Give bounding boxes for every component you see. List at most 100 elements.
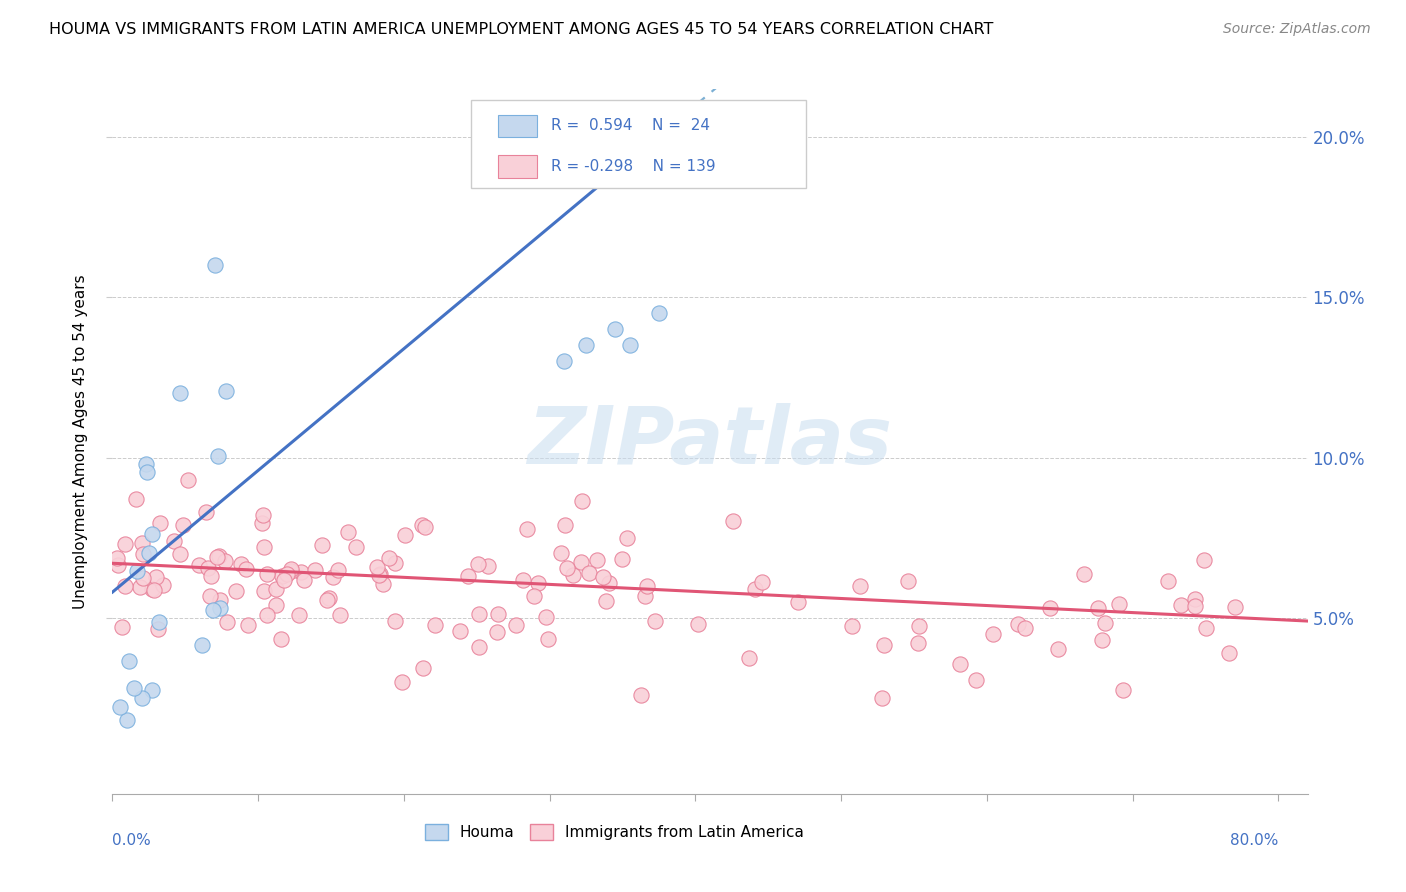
Point [250,516,273,530]
Point [208,593,231,607]
Text: R = -0.298    N = 139: R = -0.298 N = 139 [551,159,716,174]
FancyBboxPatch shape [499,155,537,178]
Point [872,638,894,652]
Point [146,622,169,636]
Point [555,561,578,575]
Point [595,593,617,607]
Point [108,700,131,714]
Point [252,508,274,522]
Point [322,570,344,584]
Point [516,522,538,536]
Point [253,583,276,598]
Point [280,562,302,576]
Point [553,354,575,368]
Point [384,556,406,570]
Point [198,589,221,603]
Point [1194,553,1216,567]
Point [1223,600,1246,615]
Point [1184,591,1206,606]
Point [371,577,394,591]
Point [907,635,929,649]
Point [1108,597,1130,611]
Point [908,618,931,632]
Point [612,551,634,566]
Text: R =  0.594    N =  24: R = 0.594 N = 24 [551,119,710,134]
Point [505,617,527,632]
Point [195,504,218,518]
Point [273,573,295,587]
Point [304,563,326,577]
Point [575,338,598,352]
Point [231,557,253,571]
Point [152,578,174,592]
Point [132,547,155,561]
Point [571,494,593,508]
Point [235,562,257,576]
Text: Source: ZipAtlas.com: Source: ZipAtlas.com [1223,22,1371,37]
Point [1195,621,1218,635]
Point [648,306,671,320]
Point [256,567,278,582]
Point [145,570,167,584]
Point [1014,621,1036,635]
Point [616,531,638,545]
Point [111,620,134,634]
Point [148,615,170,630]
Point [485,625,508,640]
Point [124,681,146,696]
Point [200,568,222,582]
Point [569,555,592,569]
Point [187,558,209,573]
Point [723,514,745,528]
Point [172,518,194,533]
Point [468,607,491,622]
Point [329,607,352,622]
Point [949,657,972,671]
Point [411,518,433,533]
Point [1091,633,1114,648]
Point [276,566,298,581]
Point [128,580,150,594]
Point [550,546,572,560]
Point [449,624,471,638]
Point [105,551,128,566]
Point [391,675,413,690]
Point [141,682,163,697]
Point [318,591,340,605]
Point [215,384,238,399]
Point [125,564,148,578]
Point [149,516,172,531]
Point [983,627,1005,641]
Point [644,614,666,628]
Point [264,582,287,596]
Point [280,565,302,579]
Point [1157,574,1180,588]
Point [344,540,367,554]
Point [512,574,534,588]
Point [368,567,391,582]
Point [554,518,576,533]
Point [141,582,163,597]
Point [849,579,872,593]
Point [605,322,627,336]
Point [619,338,641,352]
Point [215,615,238,629]
Point [744,582,766,597]
Point [415,520,437,534]
Point [169,386,191,401]
Point [292,573,315,587]
Point [163,534,186,549]
Point [191,638,214,652]
Point [125,491,148,506]
Point [897,574,920,588]
Point [630,688,652,702]
Point [384,615,406,629]
Point [1112,682,1135,697]
Point [264,598,287,612]
Point [311,538,333,552]
Point [132,571,155,585]
Point [598,576,620,591]
Point [1007,617,1029,632]
Point [256,607,278,622]
Point [236,618,259,632]
